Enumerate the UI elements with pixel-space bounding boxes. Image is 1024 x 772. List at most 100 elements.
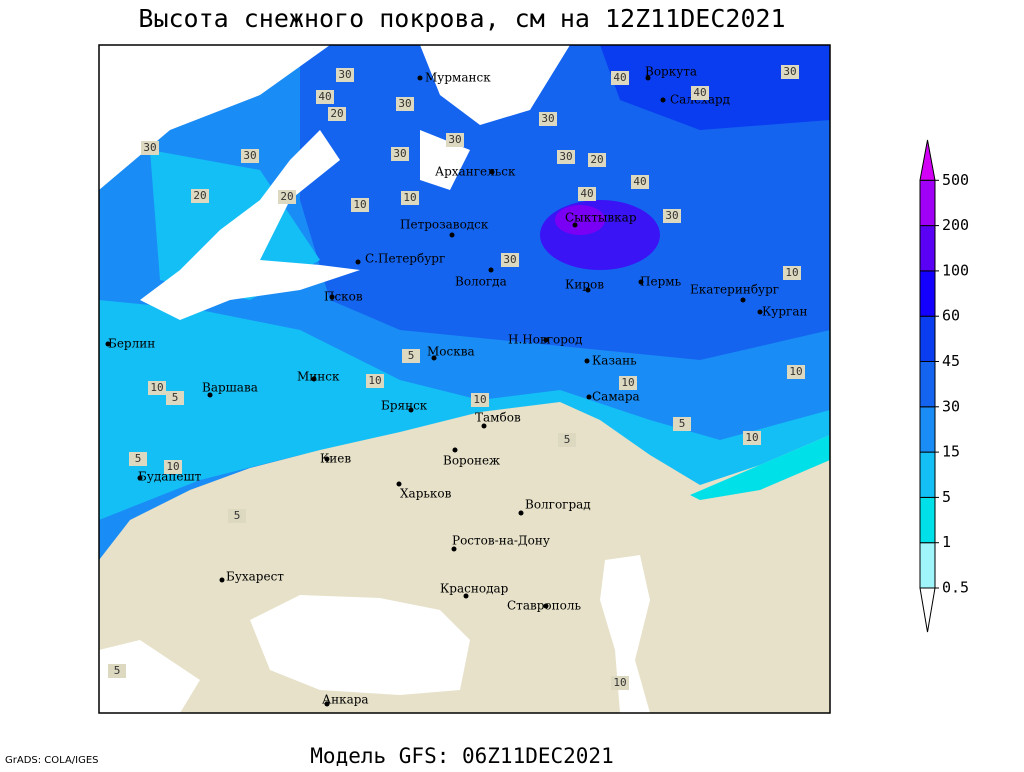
city-label: Киров (565, 278, 604, 292)
sea (250, 595, 470, 695)
contour-label: 30 (393, 147, 406, 160)
contour-label-bg (501, 253, 519, 267)
city-label: Пермь (640, 275, 682, 289)
sea (420, 45, 570, 125)
contour-label-bg (673, 417, 691, 431)
contour-label: 5 (172, 391, 179, 404)
city-label: Будапешт (138, 470, 202, 484)
sea (99, 640, 200, 713)
city-label: Бухарест (226, 570, 284, 584)
city-label: Харьков (400, 487, 452, 501)
city-dot (451, 546, 457, 552)
city-label: Сыктывкар (565, 211, 637, 225)
contour-label-bg (191, 189, 209, 203)
contour-label: 5 (679, 417, 686, 430)
contour-label: 10 (745, 431, 758, 444)
contour-label: 30 (143, 141, 156, 154)
city-label: Москва (427, 345, 475, 359)
contour-label-bg (619, 376, 637, 390)
city-dot (105, 341, 111, 347)
city-label: Архангельск (435, 165, 516, 179)
city-label: Ставрополь (507, 599, 581, 613)
deep-snow (600, 45, 830, 130)
contour-label-bg (783, 266, 801, 280)
city-label: Самара (592, 390, 640, 404)
contour-label-bg (328, 107, 346, 121)
contour-label: 5 (114, 664, 121, 677)
contour-label-bg (108, 664, 126, 678)
contour-label-bg (351, 198, 369, 212)
contour-label: 40 (318, 90, 331, 103)
city-dot (207, 392, 213, 398)
contour-label-bg (743, 431, 761, 445)
contour-label-bg (557, 150, 575, 164)
city-label: Минск (297, 370, 340, 384)
contour-label: 40 (633, 175, 646, 188)
contour-label-bg (336, 68, 354, 82)
contour-label-bg (578, 187, 596, 201)
city-dot (518, 510, 524, 516)
contour-label-bg (164, 460, 182, 474)
city-dot (137, 475, 143, 481)
city-label: Екатеринбург (690, 283, 779, 297)
city-dot (660, 97, 666, 103)
city-label: Воронеж (443, 454, 500, 468)
city-dot (408, 407, 414, 413)
contour-label-bg (396, 97, 414, 111)
contour-label: 10 (473, 393, 486, 406)
map: МурманскВоркутаСалехардАрхангельскСыктыв… (98, 44, 831, 714)
city-label: Казань (592, 354, 637, 368)
contour-label: 5 (564, 433, 571, 446)
city-label: Вологда (455, 275, 507, 289)
contour-label: 5 (135, 452, 142, 465)
city-dot (463, 593, 469, 599)
city-dot (219, 577, 225, 583)
city-dot (311, 376, 317, 382)
city-dot (543, 337, 549, 343)
contour-label-bg (691, 86, 709, 100)
colorbar-label: 100 (942, 261, 969, 279)
contour-label: 30 (783, 65, 796, 78)
contour-label: 10 (621, 376, 634, 389)
city-label: Варшава (202, 381, 258, 395)
colorbar-label: 500 (942, 171, 969, 189)
city-label: Н.Новгород (508, 333, 583, 347)
contour-label-bg (611, 676, 629, 690)
city-label: Киев (320, 452, 351, 466)
city-label: Анкара (322, 693, 369, 707)
colorbar-band (919, 361, 936, 408)
colorbar-label: 5 (942, 488, 951, 506)
city-label: Краснодар (440, 582, 509, 596)
contour-label: 10 (368, 374, 381, 387)
city-dot (431, 355, 437, 361)
city-label: Воркута (645, 65, 697, 79)
contour-label-bg (558, 433, 576, 447)
contour-label-bg (278, 190, 296, 204)
contour-label-bg (588, 153, 606, 167)
city-dot (489, 169, 495, 175)
city-label: Мурманск (425, 71, 491, 85)
contour-label: 40 (613, 71, 626, 84)
city-dot (329, 294, 335, 300)
contour-label: 20 (280, 190, 293, 203)
contour-label: 30 (503, 253, 516, 266)
contour-label-bg (129, 452, 147, 466)
map-frame (98, 44, 831, 714)
sea (140, 130, 360, 320)
contour-label-bg (401, 191, 419, 205)
contour-label: 30 (559, 150, 572, 163)
contour-label-bg (366, 374, 384, 388)
contour-label: 40 (693, 86, 706, 99)
colorbar-band (919, 542, 936, 589)
city-dot (324, 456, 330, 462)
city-label: Курган (762, 305, 807, 319)
contour-label: 10 (403, 191, 416, 204)
city-dot (585, 287, 591, 293)
contour-label-bg (539, 112, 557, 126)
colorbar-label: 1 (942, 533, 951, 551)
contour-label: 30 (541, 112, 554, 125)
colorbar-label: 45 (942, 352, 960, 370)
